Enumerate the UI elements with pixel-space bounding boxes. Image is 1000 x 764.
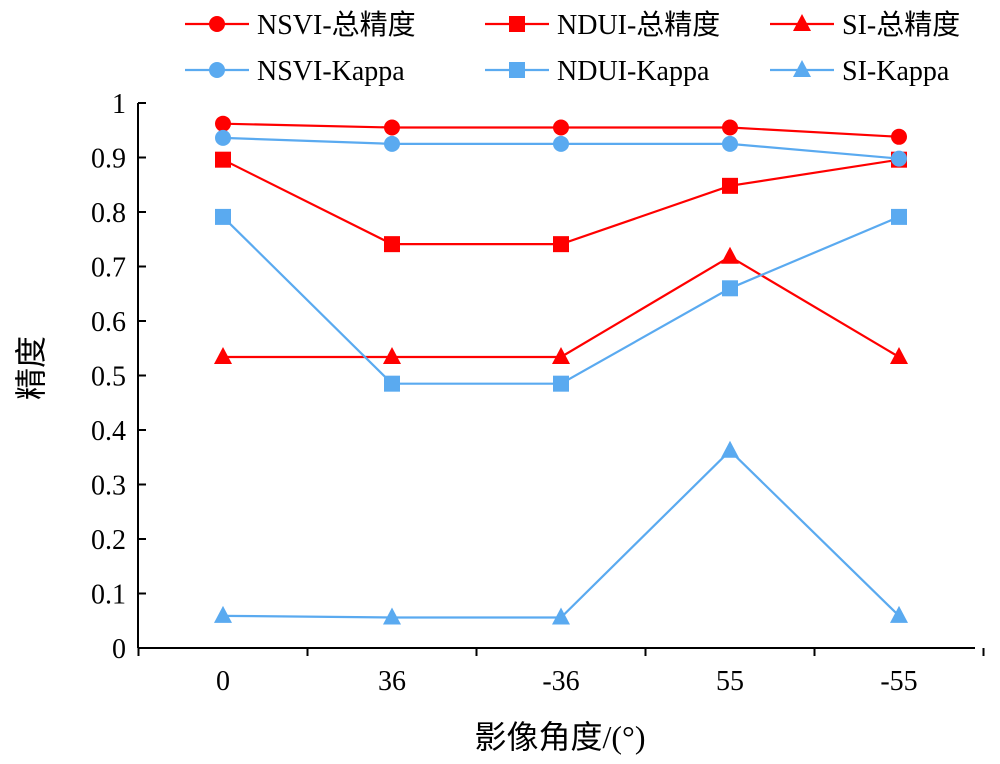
data-point: [553, 236, 569, 253]
legend-marker: [793, 14, 811, 31]
legend-item: SI-Kappa: [770, 56, 950, 87]
legend-item: NDUI-Kappa: [485, 56, 710, 87]
x-tick-label: -36: [542, 666, 579, 697]
data-point: [215, 151, 231, 168]
data-point: [890, 605, 908, 623]
x-axis: 0 36 -36 55 -55: [137, 647, 985, 697]
data-point: [890, 346, 908, 364]
series-1: [215, 115, 907, 145]
series-3: [214, 246, 908, 364]
y-tick-label: 1: [112, 89, 126, 120]
series-5: [215, 208, 907, 392]
data-point: [722, 280, 738, 297]
y-tick-label: 0.1: [91, 580, 126, 611]
data-point: [214, 605, 232, 623]
x-axis-title: 影像角度/(°): [474, 719, 645, 755]
legend: NSVI-总精度 NDUI-总精度 SI-总精度 NSVI-Kappa NDUI-Kap…: [185, 9, 960, 87]
data-point: [891, 150, 907, 167]
legend-item: NSVI-Kappa: [185, 56, 405, 87]
data-point: [552, 607, 570, 625]
legend-item: NDUI-总精度: [485, 9, 720, 41]
data-point: [721, 440, 739, 458]
data-point: [384, 236, 400, 253]
data-point: [215, 208, 231, 225]
data-point: [553, 375, 569, 392]
data-point: [384, 119, 400, 136]
series-layer: [214, 115, 908, 625]
legend-marker: [209, 62, 225, 78]
y-tick-label: 0.5: [91, 362, 126, 393]
data-point: [383, 607, 401, 625]
x-tick-label: 0: [216, 666, 230, 697]
legend-marker: [509, 62, 525, 78]
y-tick-label: 0.3: [91, 471, 126, 502]
y-axis-title: 精度: [13, 336, 49, 400]
data-point: [891, 128, 907, 145]
data-point: [552, 346, 570, 364]
series-line: [222, 449, 900, 619]
y-tick-label: 0: [112, 634, 126, 665]
y-tick-label: 0.9: [91, 144, 126, 175]
data-point: [891, 208, 907, 225]
y-tick-label: 0.2: [91, 525, 126, 556]
series-4: [215, 129, 907, 167]
y-tick-label: 0.4: [91, 416, 126, 447]
data-point: [722, 177, 738, 194]
y-tick-label: 0.7: [91, 253, 126, 284]
y-tick-label: 0.6: [91, 307, 126, 338]
legend-label: SI-Kappa: [842, 56, 950, 87]
legend-item: SI-总精度: [770, 9, 960, 41]
legend-item: NSVI-总精度: [185, 9, 416, 41]
data-point: [722, 119, 738, 136]
data-point: [215, 129, 231, 146]
series-6: [214, 440, 908, 625]
data-point: [553, 119, 569, 136]
data-point: [215, 115, 231, 132]
x-tick-label: -55: [880, 666, 917, 697]
legend-label: NSVI-Kappa: [257, 56, 405, 87]
legend-label: NDUI-Kappa: [557, 56, 710, 87]
legend-marker: [509, 16, 525, 32]
legend-marker: [209, 16, 225, 32]
data-point: [722, 135, 738, 152]
legend-marker: [793, 60, 811, 77]
series-2: [215, 151, 907, 253]
data-point: [214, 346, 232, 364]
y-tick-label: 0.8: [91, 198, 126, 229]
legend-label: NSVI-总精度: [257, 9, 416, 41]
x-tick-label: 55: [716, 666, 744, 697]
y-axis: 0 0.1 0.2 0.3 0.4 0.5 0.6 0.7 0.8 0.9 1: [91, 89, 146, 665]
legend-label: NDUI-总精度: [557, 9, 720, 41]
series-line: [222, 158, 900, 246]
legend-label: SI-总精度: [842, 9, 960, 41]
data-point: [384, 135, 400, 152]
data-point: [384, 375, 400, 392]
series-line: [223, 255, 900, 359]
x-tick-label: 36: [378, 666, 406, 697]
data-point: [721, 246, 739, 264]
data-point: [553, 135, 569, 152]
data-point: [383, 346, 401, 364]
